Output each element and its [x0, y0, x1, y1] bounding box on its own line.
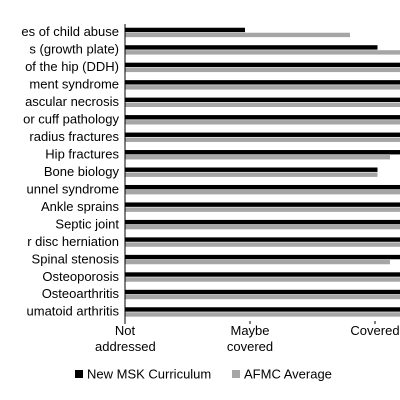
category-label: Bone biology [44, 164, 120, 179]
legend-swatch [232, 370, 240, 378]
category-label: ascular necrosis [25, 94, 119, 109]
bar [125, 120, 400, 125]
bar [125, 259, 390, 265]
category-label: Septic joint [55, 216, 119, 231]
bar [125, 312, 400, 317]
x-tick-label: Not addressed [95, 323, 156, 354]
bar [125, 167, 378, 172]
bar [125, 115, 400, 120]
category-label: Osteoarthritis [42, 286, 120, 301]
bar [125, 172, 378, 177]
bar [125, 189, 400, 195]
category-label: Osteoporosis [42, 269, 119, 284]
bar [125, 207, 400, 212]
category-label: r disc herniation [27, 234, 119, 249]
category-label: Hip fractures [45, 146, 119, 161]
category-label: of the hip (DDH) [25, 59, 119, 74]
category-label: unnel syndrome [27, 181, 120, 196]
legend-label: AFMC Average [244, 366, 332, 381]
bar [125, 50, 400, 55]
bar [125, 155, 390, 160]
category-label: Ankle sprains [41, 199, 120, 214]
bar [125, 254, 400, 260]
bar [125, 132, 400, 137]
bar [125, 27, 245, 33]
category-label: es of child abuse [21, 24, 119, 39]
bar [125, 202, 400, 207]
category-label: or cuff pathology [23, 112, 119, 127]
category-label: umatoid arthritis [27, 304, 120, 319]
bar [125, 277, 400, 282]
bar [125, 67, 400, 73]
bar [125, 184, 400, 190]
bar [125, 150, 400, 155]
bar [125, 137, 400, 142]
bar [125, 97, 400, 103]
bar [125, 289, 400, 295]
x-tick-label: Maybe covered [226, 323, 274, 354]
bar [125, 219, 400, 225]
bar [125, 294, 400, 300]
legend-swatch [75, 370, 83, 378]
bar [125, 32, 350, 38]
bar [125, 242, 400, 247]
category-label: s (growth plate) [29, 42, 119, 57]
bar [125, 80, 400, 85]
bar [125, 272, 400, 277]
bar [125, 62, 400, 68]
category-label: ment syndrome [29, 77, 119, 92]
bar [125, 237, 400, 242]
bar [125, 85, 400, 90]
x-tick-label: Covered [350, 323, 400, 338]
category-label: Spinal stenosis [32, 251, 120, 266]
category-label: radius fractures [29, 129, 119, 144]
bar [125, 307, 400, 312]
bar [125, 224, 400, 230]
bar [125, 102, 400, 108]
legend-label: New MSK Curriculum [87, 366, 211, 381]
bar [125, 45, 378, 50]
